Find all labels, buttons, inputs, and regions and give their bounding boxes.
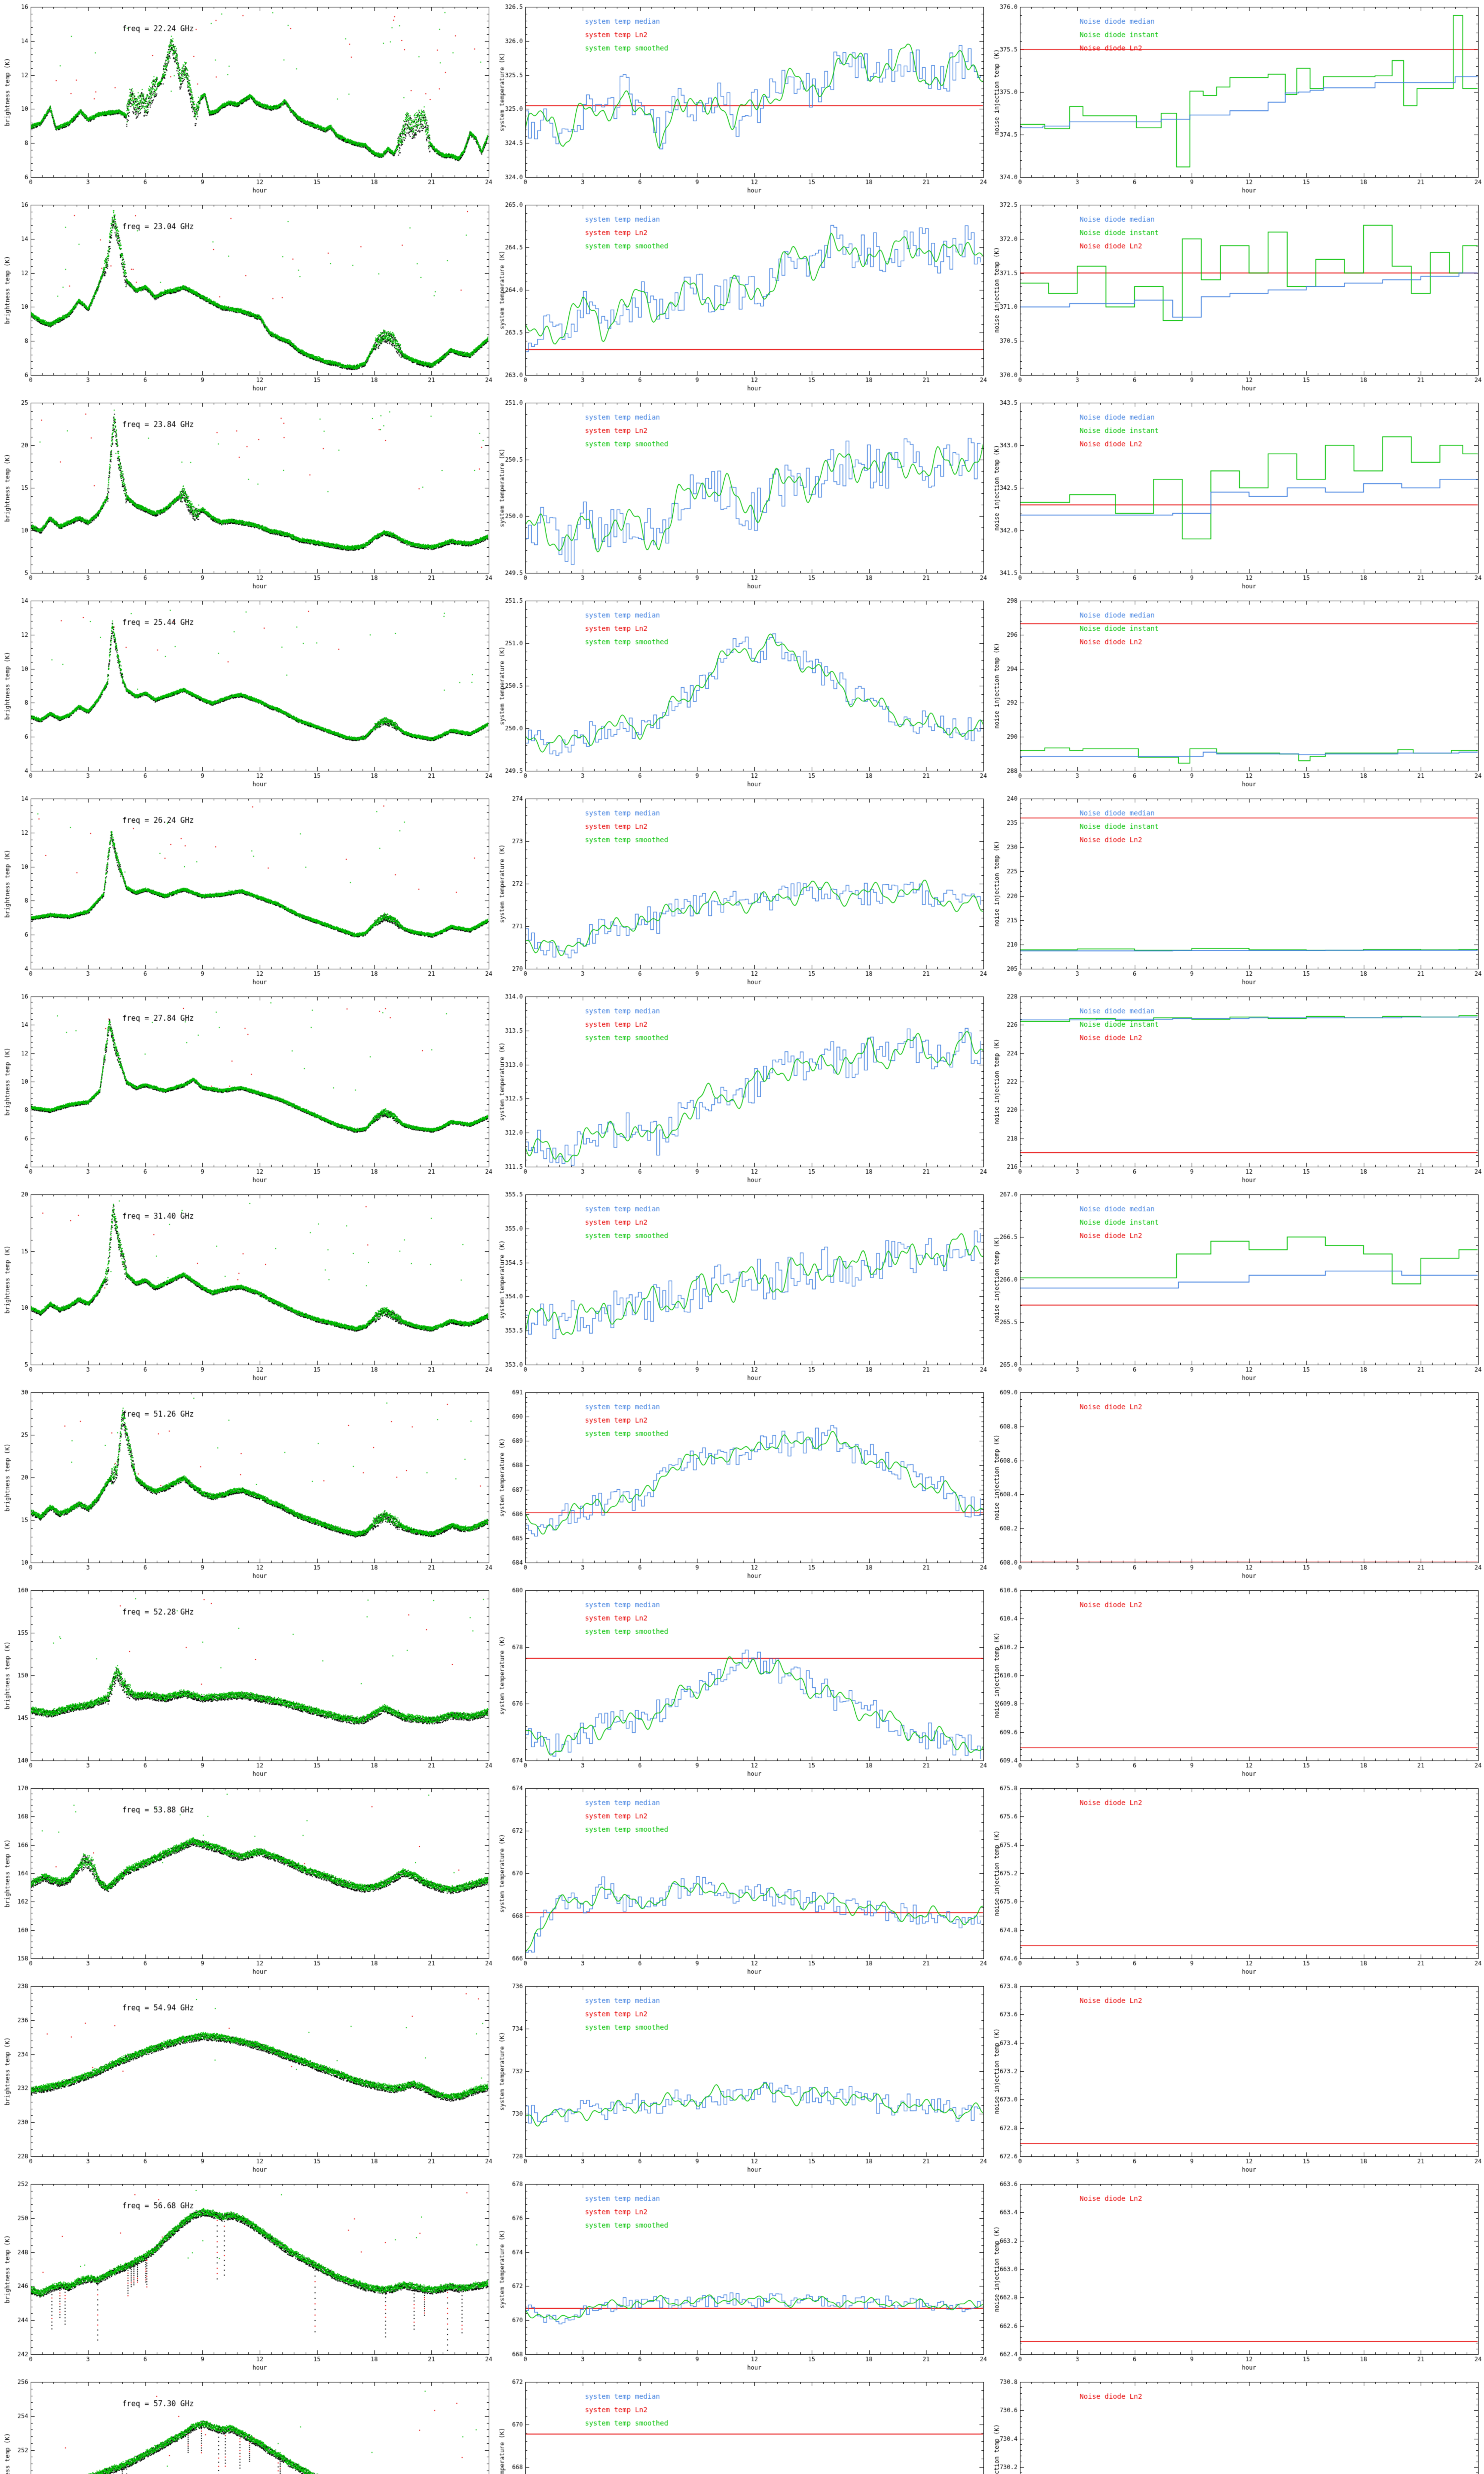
plot-row-6 (0, 990, 1484, 1188)
brightness-temp-plot-row11 (0, 1979, 495, 2177)
brightness-temp-plot-row5 (0, 792, 495, 990)
noise-injection-plot-row5 (989, 792, 1484, 990)
noise-injection-plot-row3 (989, 396, 1484, 594)
noise-injection-plot-row1 (989, 0, 1484, 198)
noise-injection-plot-row13 (989, 2375, 1484, 2474)
system-temperature-plot-row3 (495, 396, 989, 594)
noise-injection-plot-row10 (989, 1781, 1484, 1979)
noise-injection-plot-row7 (989, 1188, 1484, 1385)
brightness-temp-plot-row6 (0, 990, 495, 1188)
noise-injection-plot-row9 (989, 1583, 1484, 1781)
system-temperature-plot-row12 (495, 2177, 989, 2375)
brightness-temp-plot-row10 (0, 1781, 495, 1979)
plot-row-2 (0, 198, 1484, 396)
system-temperature-plot-row5 (495, 792, 989, 990)
system-temperature-plot-row1 (495, 0, 989, 198)
brightness-temp-plot-row12 (0, 2177, 495, 2375)
plot-row-4 (0, 594, 1484, 792)
plot-row-8 (0, 1385, 1484, 1583)
brightness-temp-plot-row2 (0, 198, 495, 396)
system-temperature-plot-row13 (495, 2375, 989, 2474)
system-temperature-plot-row8 (495, 1385, 989, 1583)
plot-row-10 (0, 1781, 1484, 1979)
brightness-temp-plot-row3 (0, 396, 495, 594)
plot-row-12 (0, 2177, 1484, 2375)
brightness-temp-plot-row7 (0, 1188, 495, 1385)
system-temperature-plot-row4 (495, 594, 989, 792)
noise-injection-plot-row8 (989, 1385, 1484, 1583)
system-temperature-plot-row6 (495, 990, 989, 1188)
noise-injection-plot-row6 (989, 990, 1484, 1188)
plot-row-1 (0, 0, 1484, 198)
brightness-temp-plot-row8 (0, 1385, 495, 1583)
system-temperature-plot-row10 (495, 1781, 989, 1979)
brightness-temp-plot-row13 (0, 2375, 495, 2474)
brightness-temp-plot-row4 (0, 594, 495, 792)
system-temperature-plot-row11 (495, 1979, 989, 2177)
noise-injection-plot-row12 (989, 2177, 1484, 2375)
noise-injection-plot-row4 (989, 594, 1484, 792)
system-temperature-plot-row2 (495, 198, 989, 396)
system-temperature-plot-row9 (495, 1583, 989, 1781)
system-temperature-plot-row7 (495, 1188, 989, 1385)
brightness-temp-plot-row1 (0, 0, 495, 198)
plot-row-7 (0, 1188, 1484, 1385)
noise-injection-plot-row2 (989, 198, 1484, 396)
plot-row-11 (0, 1979, 1484, 2177)
noise-injection-plot-row11 (989, 1979, 1484, 2177)
plot-row-5 (0, 792, 1484, 990)
brightness-temp-plot-row9 (0, 1583, 495, 1781)
plot-row-13 (0, 2375, 1484, 2474)
plot-row-9 (0, 1583, 1484, 1781)
plot-row-3 (0, 396, 1484, 594)
